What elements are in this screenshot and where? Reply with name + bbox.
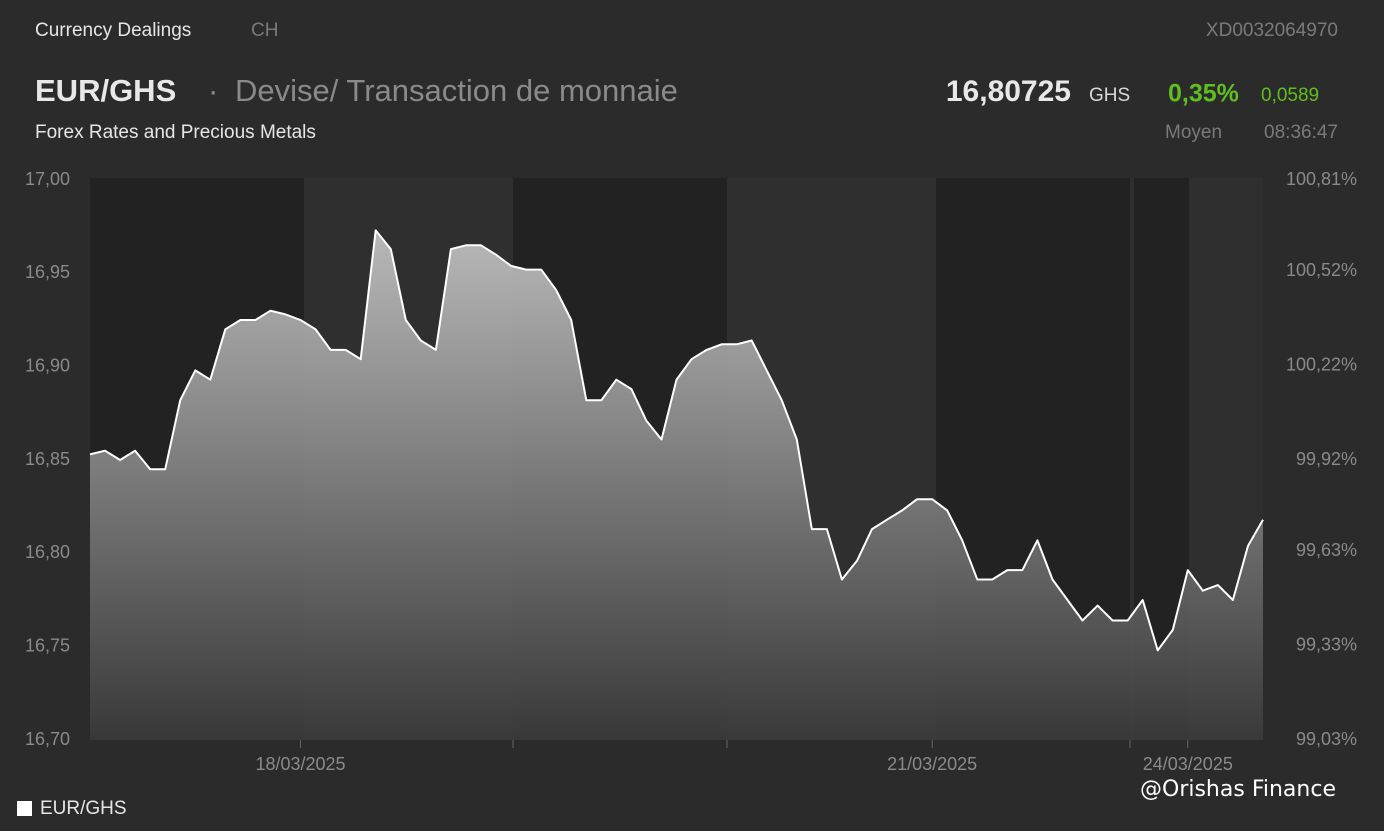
y-tick-label: 16,70 xyxy=(25,729,70,749)
legend-label: EUR/GHS xyxy=(40,798,127,819)
y-tick-label: 16,90 xyxy=(25,355,70,375)
y2-tick-label: 100,22% xyxy=(1286,354,1357,374)
y-tick-label: 17,00 xyxy=(25,169,70,189)
y2-tick-label: 99,63% xyxy=(1296,540,1357,560)
change-abs: 0,0589 xyxy=(1261,85,1319,106)
separator: · xyxy=(208,73,218,108)
price: 16,80725 xyxy=(946,75,1071,108)
time: 08:36:47 xyxy=(1264,122,1338,143)
y2-tick-label: 99,03% xyxy=(1296,729,1357,749)
y2-tick-label: 100,81% xyxy=(1286,169,1357,189)
change-pct: 0,35% xyxy=(1168,80,1239,108)
legend-swatch xyxy=(17,801,32,816)
x-tick-label: 18/03/2025 xyxy=(255,754,345,774)
watermark: @Orishas Finance xyxy=(1140,777,1336,802)
market: CH xyxy=(251,20,278,41)
category: Forex Rates and Precious Metals xyxy=(35,122,316,143)
unlabeled-ticks xyxy=(512,740,1131,748)
y2-tick-label: 100,52% xyxy=(1286,260,1357,280)
description: Devise/ Transaction de monnaie xyxy=(235,73,678,108)
x-tick-label: 24/03/2025 xyxy=(1143,754,1233,774)
y2-tick-label: 99,92% xyxy=(1296,449,1357,469)
y-tick-label: 16,75 xyxy=(25,635,70,655)
y-tick-label: 16,85 xyxy=(25,449,70,469)
y2-tick-label: 99,33% xyxy=(1296,634,1357,654)
x-tick-label: 21/03/2025 xyxy=(887,754,977,774)
y-tick-label: 16,80 xyxy=(25,542,70,562)
section: Currency Dealings xyxy=(35,20,191,41)
y-tick-label: 16,95 xyxy=(25,262,70,282)
currency: GHS xyxy=(1089,85,1130,106)
price-type: Moyen xyxy=(1165,122,1222,143)
area-fill xyxy=(90,230,1263,740)
price-line xyxy=(89,229,1264,652)
isin: XD0032064970 xyxy=(1206,20,1338,41)
pair: EUR/GHS xyxy=(35,73,176,108)
